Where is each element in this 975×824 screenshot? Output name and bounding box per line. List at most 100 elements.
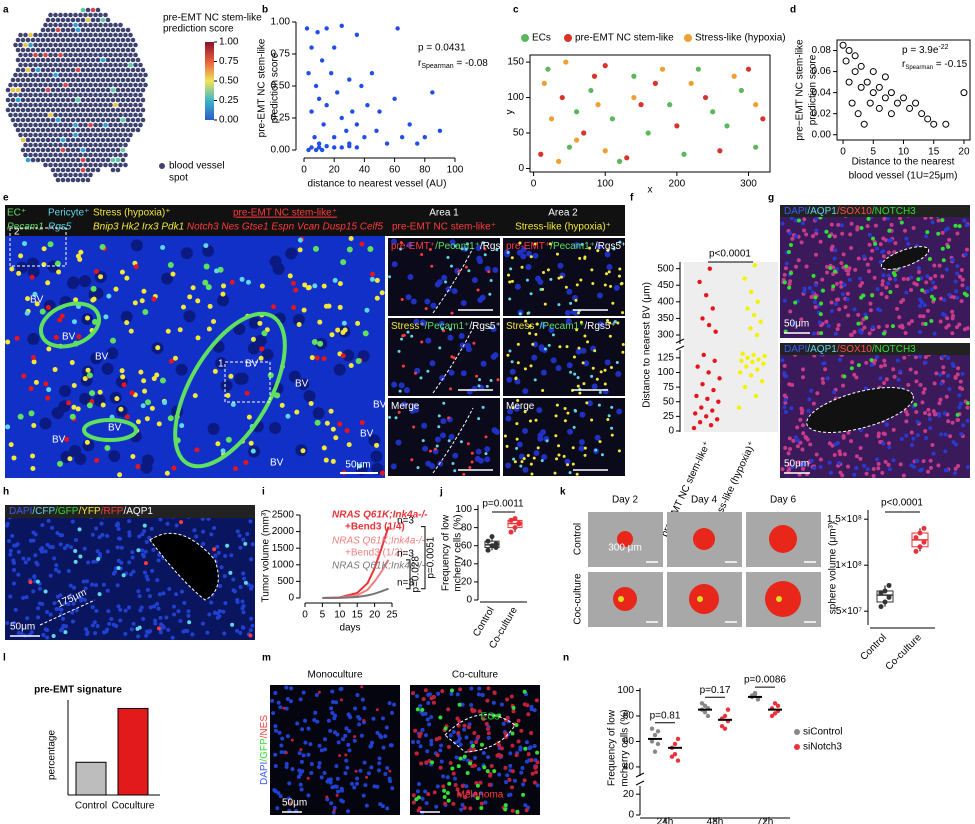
scale-label: 50μm [784, 459, 809, 470]
point [329, 71, 333, 75]
spot [66, 38, 71, 43]
cell [922, 314, 926, 318]
cell [565, 310, 571, 316]
spot [93, 93, 98, 98]
spot [41, 28, 46, 33]
cell [521, 266, 524, 269]
y-tick-label: 0 [628, 810, 634, 821]
x-tick-label: 60 [389, 165, 401, 176]
y-axis-title: Frequency of low [607, 709, 618, 786]
cell [446, 707, 450, 711]
cell [86, 561, 90, 565]
spot [8, 113, 13, 118]
cell [10, 534, 14, 538]
cell [368, 745, 372, 749]
cell [519, 312, 522, 315]
cell [40, 550, 44, 554]
cell [280, 737, 284, 741]
cell [31, 423, 36, 428]
cell [325, 421, 330, 426]
spot [11, 118, 16, 123]
cell [248, 519, 252, 523]
cell [838, 452, 842, 456]
cell [955, 296, 959, 300]
cell [831, 284, 835, 288]
cell [27, 258, 39, 270]
cell [870, 293, 874, 297]
cell [55, 531, 59, 535]
spot [136, 128, 141, 133]
cell [614, 285, 620, 291]
spot [103, 63, 108, 68]
cell [920, 288, 924, 292]
cell [9, 549, 13, 553]
cell [91, 533, 95, 537]
point [306, 71, 310, 75]
cell [523, 690, 527, 694]
cell [136, 634, 140, 638]
cell [395, 416, 398, 419]
cell [868, 331, 872, 335]
spot [83, 173, 88, 178]
cell [815, 391, 819, 395]
cell [376, 708, 379, 711]
spot [63, 113, 68, 118]
cell [834, 302, 838, 306]
cell [112, 623, 116, 627]
x-tick-label: 0 [302, 610, 308, 621]
cell [872, 467, 876, 471]
cell [893, 375, 897, 379]
spot [116, 48, 121, 53]
spot [78, 53, 83, 58]
cell [824, 320, 828, 324]
cell [333, 809, 336, 812]
cell [28, 580, 32, 584]
x-tick-label: 80 [419, 165, 431, 176]
point [870, 90, 876, 96]
cell [506, 445, 509, 448]
cell [918, 304, 922, 308]
point [762, 354, 766, 358]
cell [486, 727, 490, 731]
cell [358, 769, 362, 773]
cell [67, 456, 72, 461]
cell [897, 378, 901, 382]
cell [939, 382, 943, 386]
cell [240, 606, 244, 610]
cell [872, 474, 876, 478]
cell [554, 434, 557, 437]
point [545, 67, 550, 72]
cell [484, 456, 490, 462]
spot [128, 93, 133, 98]
annotation-part: = -0.15 [933, 59, 968, 70]
spot [11, 88, 16, 93]
cell [502, 722, 506, 726]
cell [70, 414, 76, 420]
cell [363, 330, 369, 336]
cell [300, 787, 304, 791]
point [638, 102, 643, 107]
stain-label: DAPI/AQP1/SOX10/NOTCH3 [784, 344, 916, 355]
spot [98, 93, 103, 98]
cell [176, 364, 188, 376]
cell [954, 279, 958, 283]
cell [437, 279, 443, 285]
cell [72, 319, 77, 324]
cell [215, 545, 219, 549]
cell [9, 442, 14, 447]
cell [946, 226, 950, 230]
cell [904, 237, 908, 241]
y-tick-label: 50 [513, 128, 525, 139]
cell [300, 760, 304, 764]
cell [345, 766, 349, 770]
spot [43, 163, 48, 168]
spot [51, 68, 56, 73]
cell [821, 289, 825, 293]
spot [23, 83, 28, 88]
spot [121, 68, 126, 73]
spot [73, 143, 78, 148]
spot [71, 48, 76, 53]
cell [273, 263, 285, 275]
point [681, 152, 686, 157]
point [925, 116, 931, 122]
